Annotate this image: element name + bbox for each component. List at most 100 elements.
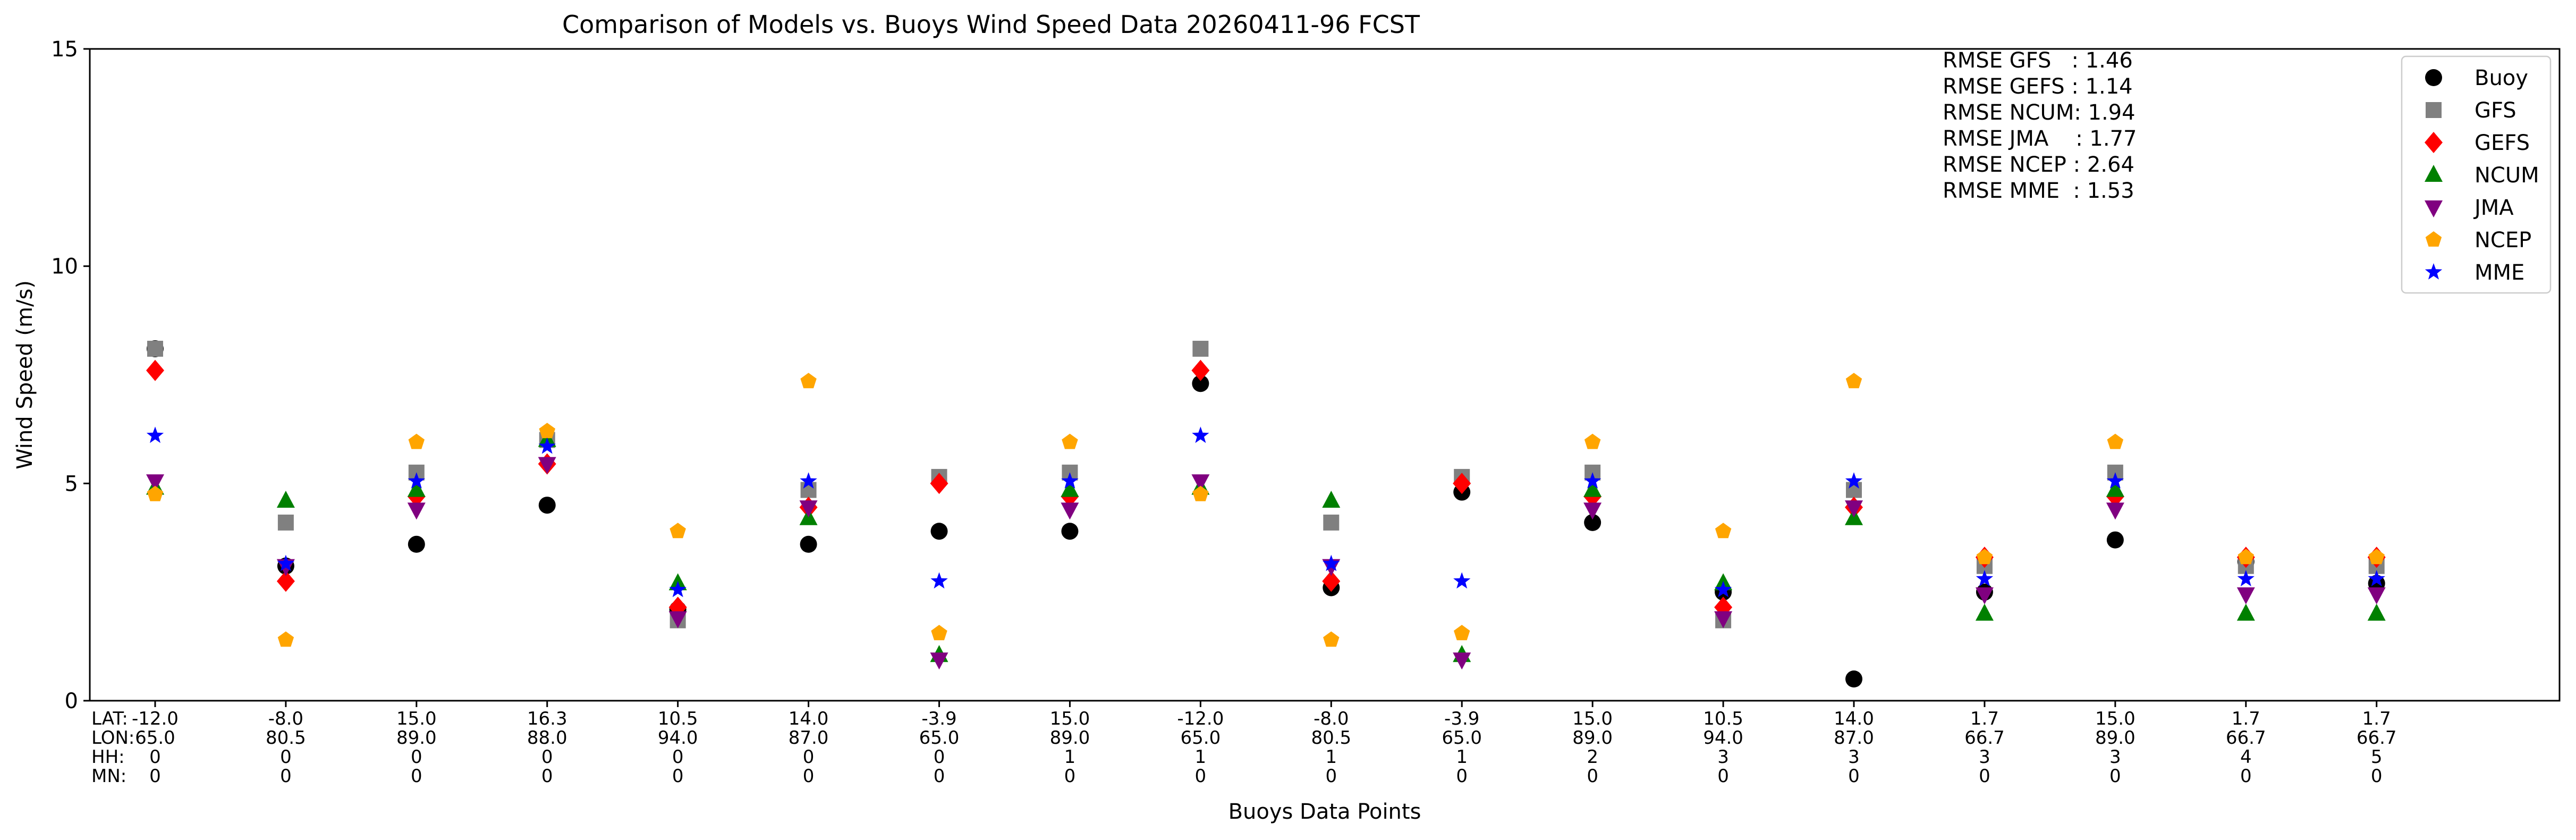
x-tick-mn: 0 (803, 766, 815, 787)
rmse-line: RMSE NCEP : 2.64 (1943, 153, 2134, 177)
x-tick-hh: 0 (541, 746, 553, 768)
marker-jma (407, 502, 426, 520)
marker-buoy (1584, 514, 1601, 531)
marker-jma (1583, 502, 1602, 520)
marker-jma (1714, 611, 1733, 628)
x-tick-hh: 3 (1848, 746, 1860, 768)
x-tick-lat: 1.7 (1970, 708, 1999, 729)
marker-gefs (1191, 359, 1210, 381)
marker-mme (146, 426, 164, 443)
x-tick-mn: 0 (672, 766, 684, 787)
x-tick-hh: 4 (2240, 746, 2252, 768)
marker-buoy (2106, 531, 2124, 549)
x-tick-lat: 15.0 (1572, 708, 1613, 729)
x-tick-lon: 89.0 (2095, 727, 2136, 749)
x-row-labels: LAT:LON:HH:MN: (91, 708, 134, 787)
x-tick-lon: 94.0 (658, 727, 698, 749)
marker-ncep (931, 625, 947, 641)
marker-jma (146, 474, 164, 492)
x-tick-hh: 0 (803, 746, 815, 768)
x-tick-lat: 1.7 (2362, 708, 2391, 729)
row-label: LAT: (91, 708, 128, 729)
rmse-line: RMSE JMA : 1.77 (1943, 127, 2137, 151)
marker-ncep (539, 423, 555, 439)
x-tick-lon: 66.7 (1964, 727, 2005, 749)
marker-buoy (1845, 670, 1862, 688)
x-tick-hh: 3 (1717, 746, 1729, 768)
legend-marker-ncep (2425, 231, 2442, 247)
x-tick-lon: 89.0 (1050, 727, 1090, 749)
x-tick-hh: 1 (1064, 746, 1076, 768)
x-tick-lat: 15.0 (2095, 708, 2136, 729)
marker-ncep (1584, 433, 1601, 449)
marker-jma (1191, 474, 1210, 492)
marker-jma (2106, 502, 2124, 520)
x-tick-mn: 0 (149, 766, 161, 787)
x-tick-mn: 0 (2109, 766, 2121, 787)
x-tick-lat: -3.9 (1444, 708, 1479, 729)
marker-mme (669, 581, 687, 598)
legend-label: JMA (2473, 196, 2514, 220)
x-tick-lon: 94.0 (1703, 727, 1743, 749)
legend: Buoy GFS GEFS NCUM JMA NCEP MME (2401, 55, 2552, 294)
marker-buoy (1061, 523, 1079, 540)
marker-ncep (1062, 433, 1078, 449)
marker-ncum (1583, 480, 1602, 497)
rmse-line: RMSE NCUM: 1.94 (1943, 100, 2136, 125)
marker-mme (1453, 572, 1471, 589)
x-tick-hh: 0 (280, 746, 292, 768)
marker-mme (1323, 555, 1340, 572)
marker-ncum (2367, 603, 2386, 621)
marker-ncum (1975, 603, 1994, 621)
x-tick-mn: 0 (1456, 766, 1468, 787)
x-tick-lon: 80.5 (1311, 727, 1351, 749)
plot-frame (89, 48, 2561, 702)
x-tick-lon: 87.0 (789, 727, 829, 749)
legend-label: Buoy (2475, 66, 2528, 90)
marker-buoy (930, 523, 948, 540)
x-tick-lat: 16.3 (527, 708, 567, 729)
x-tick-mn: 0 (2371, 766, 2383, 787)
x-tick-hh: 5 (2371, 746, 2383, 768)
marker-jma (930, 652, 948, 670)
marker-ncep (2107, 433, 2124, 449)
x-tick-lon: 65.0 (1442, 727, 1482, 749)
x-tick-hh: 1 (1456, 746, 1468, 768)
marker-mme (1584, 472, 1601, 489)
legend-marker-gefs (2425, 132, 2443, 153)
x-tick-hh: 1 (1325, 746, 1337, 768)
marker-mme (1976, 570, 1994, 586)
row-label: HH: (91, 746, 125, 768)
marker-mme (2368, 570, 2385, 586)
x-tick-lat: 14.0 (789, 708, 829, 729)
legend-label: NCEP (2475, 228, 2531, 253)
marker-ncum (1061, 480, 1079, 497)
marker-mme (1061, 472, 1079, 489)
data-markers (146, 340, 2386, 688)
x-tick-hh: 0 (672, 746, 684, 768)
marker-ncum (276, 491, 295, 508)
x-tick-lat: 10.5 (1703, 708, 1743, 729)
x-tick-mn: 0 (1064, 766, 1076, 787)
x-tick-lon: 89.0 (396, 727, 437, 749)
x-tick-lat: -12.0 (1177, 708, 1224, 729)
marker-buoy (1192, 375, 1209, 392)
rmse-line: RMSE GEFS : 1.14 (1943, 74, 2133, 99)
legend-marker-ncum (2425, 165, 2443, 182)
marker-ncep (147, 485, 164, 501)
marker-jma (1845, 500, 1863, 518)
legend-marker-jma (2425, 200, 2443, 217)
x-tick-mn: 0 (1717, 766, 1729, 787)
x-tick-lon: 65.0 (1181, 727, 1221, 749)
marker-gefs (1322, 570, 1341, 592)
marker-ncum (1322, 491, 1341, 508)
x-tick-hh: 0 (149, 746, 161, 768)
y-tick-label: 15 (51, 37, 78, 62)
x-tick-mn: 0 (1587, 766, 1598, 787)
marker-ncep (2368, 549, 2385, 565)
marker-ncep (670, 523, 686, 539)
legend-label: GFS (2475, 98, 2516, 123)
x-tick-hh: 3 (1979, 746, 1990, 768)
x-tick-lat: 14.0 (1834, 708, 1874, 729)
marker-ncep (2238, 549, 2254, 565)
